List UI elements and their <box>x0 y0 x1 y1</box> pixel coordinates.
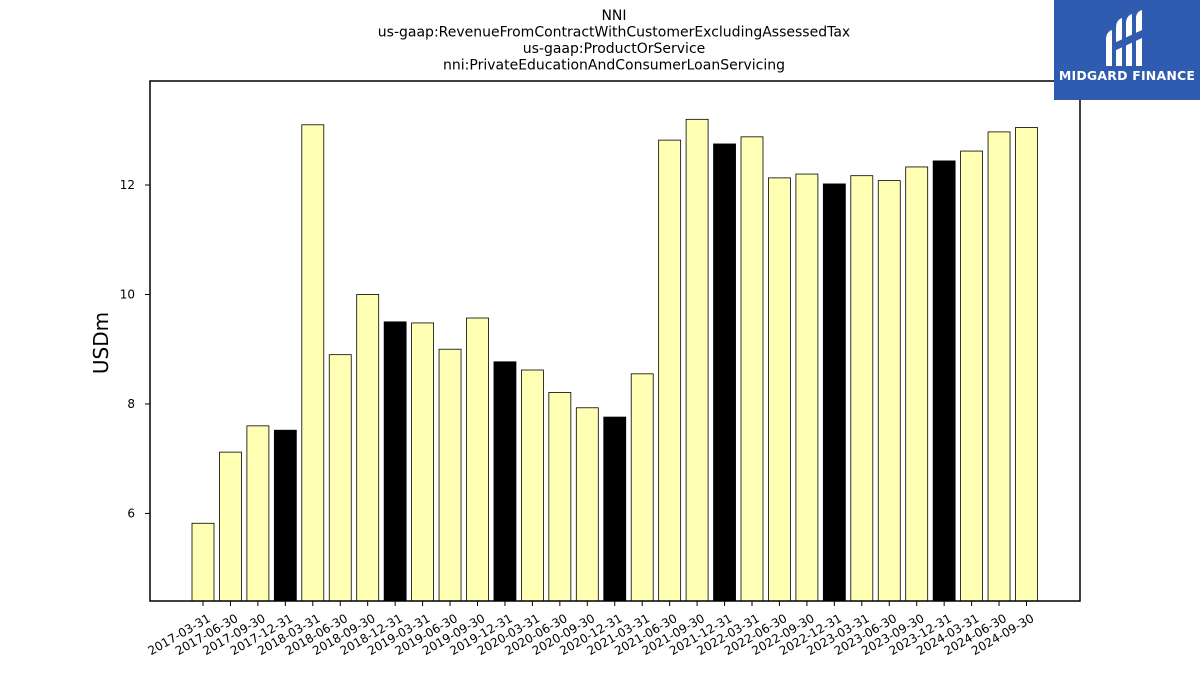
bar <box>411 322 435 602</box>
x-axis: 2017-03-312017-06-302017-09-302017-12-31… <box>145 601 1036 658</box>
bar <box>905 166 929 602</box>
bar <box>768 177 791 602</box>
bar <box>987 131 1011 602</box>
bar <box>658 139 682 602</box>
y-axis-label: USDm <box>89 312 113 374</box>
bar <box>548 392 572 602</box>
chart-title-line: us-gaap:RevenueFromContractWithCustomerE… <box>378 25 850 41</box>
bar <box>877 180 901 602</box>
y-axis: 6 8 10 12 <box>120 178 150 520</box>
bar <box>219 451 242 602</box>
bar <box>795 173 819 602</box>
chart-title-line: NNI <box>601 8 626 24</box>
bar <box>466 317 489 602</box>
bar <box>850 175 874 602</box>
bar <box>356 294 380 602</box>
bar <box>575 407 599 602</box>
chart-title-line: us-gaap:ProductOrService <box>523 41 706 57</box>
bar <box>685 118 709 602</box>
bar <box>630 373 654 602</box>
bar <box>822 183 846 602</box>
bar <box>713 143 736 602</box>
bar <box>438 348 462 602</box>
bar <box>603 416 627 602</box>
bars <box>191 118 1038 602</box>
bar <box>301 124 325 602</box>
bar <box>740 136 764 602</box>
bar <box>273 429 297 602</box>
brand-logo: MIDGARD FINANCE <box>1054 0 1200 100</box>
chart-title: NNIus-gaap:RevenueFromContractWithCustom… <box>378 8 850 74</box>
bar <box>328 354 352 602</box>
brand-name: MIDGARD FINANCE <box>1058 68 1196 83</box>
bar <box>383 321 407 602</box>
bar <box>960 150 983 602</box>
plot-frame <box>149 80 1081 602</box>
brand-mark-icon <box>1106 10 1142 66</box>
y-tick-label: 12 <box>120 178 135 192</box>
bar <box>1015 127 1038 602</box>
y-tick-label: 10 <box>120 287 135 301</box>
bar <box>932 160 956 602</box>
bar <box>493 361 517 602</box>
bar <box>191 522 215 602</box>
y-tick-label: 6 <box>127 506 135 520</box>
chart-title-line: nni:PrivateEducationAndConsumerLoanServi… <box>443 58 785 74</box>
y-tick-label: 8 <box>127 397 135 411</box>
bar <box>521 369 544 602</box>
bar <box>246 425 270 602</box>
